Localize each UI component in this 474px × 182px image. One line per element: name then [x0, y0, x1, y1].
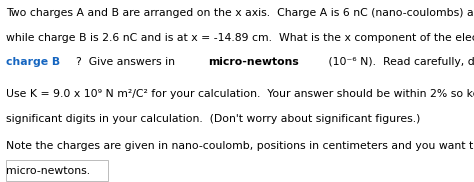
Text: while charge B is 2.6 nC and is at x = -14.89 cm.  What is the x component of th: while charge B is 2.6 nC and is at x = -…	[6, 33, 474, 43]
Text: Two charges A and B are arranged on the x axis.  Charge A is 6 nC (nano-coulombs: Two charges A and B are arranged on the …	[6, 8, 474, 18]
Text: Note the charges are given in nano-coulomb, positions in centimeters and you wan: Note the charges are given in nano-coulo…	[6, 141, 474, 151]
Text: ?  Give answers in: ? Give answers in	[76, 57, 179, 67]
FancyBboxPatch shape	[6, 160, 108, 181]
Text: significant digits in your calculation.  (Don't worry about significant figures.: significant digits in your calculation. …	[6, 114, 420, 124]
Text: micro-newtons.: micro-newtons.	[6, 166, 90, 176]
Text: (10⁻⁶ N).  Read carefully, draw it out!: (10⁻⁶ N). Read carefully, draw it out!	[325, 57, 474, 67]
Text: micro-newtons: micro-newtons	[208, 57, 299, 67]
Text: Use K = 9.0 x 10⁹ N m²/C² for your calculation.  Your answer should be within 2%: Use K = 9.0 x 10⁹ N m²/C² for your calcu…	[6, 89, 474, 99]
Text: charge B: charge B	[6, 57, 60, 67]
